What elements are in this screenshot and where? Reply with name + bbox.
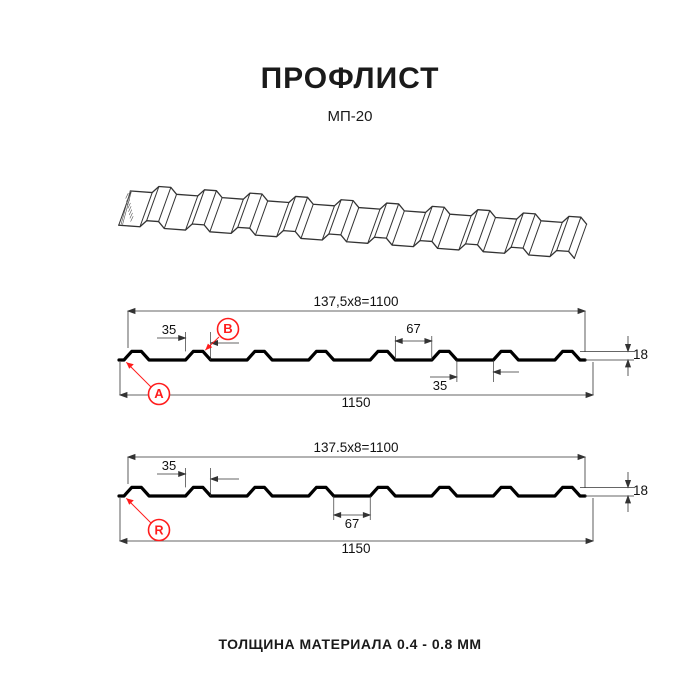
svg-text:B: B (223, 321, 232, 336)
svg-text:137,5x8=1100: 137,5x8=1100 (314, 294, 399, 309)
svg-text:67: 67 (406, 321, 420, 336)
svg-text:35: 35 (162, 322, 176, 337)
svg-text:18: 18 (633, 483, 648, 498)
svg-text:18: 18 (633, 347, 648, 362)
svg-text:A: A (154, 386, 164, 401)
svg-text:1150: 1150 (341, 395, 370, 410)
svg-text:137.5x8=1100: 137.5x8=1100 (314, 440, 399, 455)
svg-text:67: 67 (345, 516, 359, 531)
svg-text:1150: 1150 (341, 541, 370, 556)
svg-text:35: 35 (162, 458, 176, 473)
svg-text:35: 35 (433, 378, 447, 393)
svg-text:R: R (154, 524, 163, 538)
